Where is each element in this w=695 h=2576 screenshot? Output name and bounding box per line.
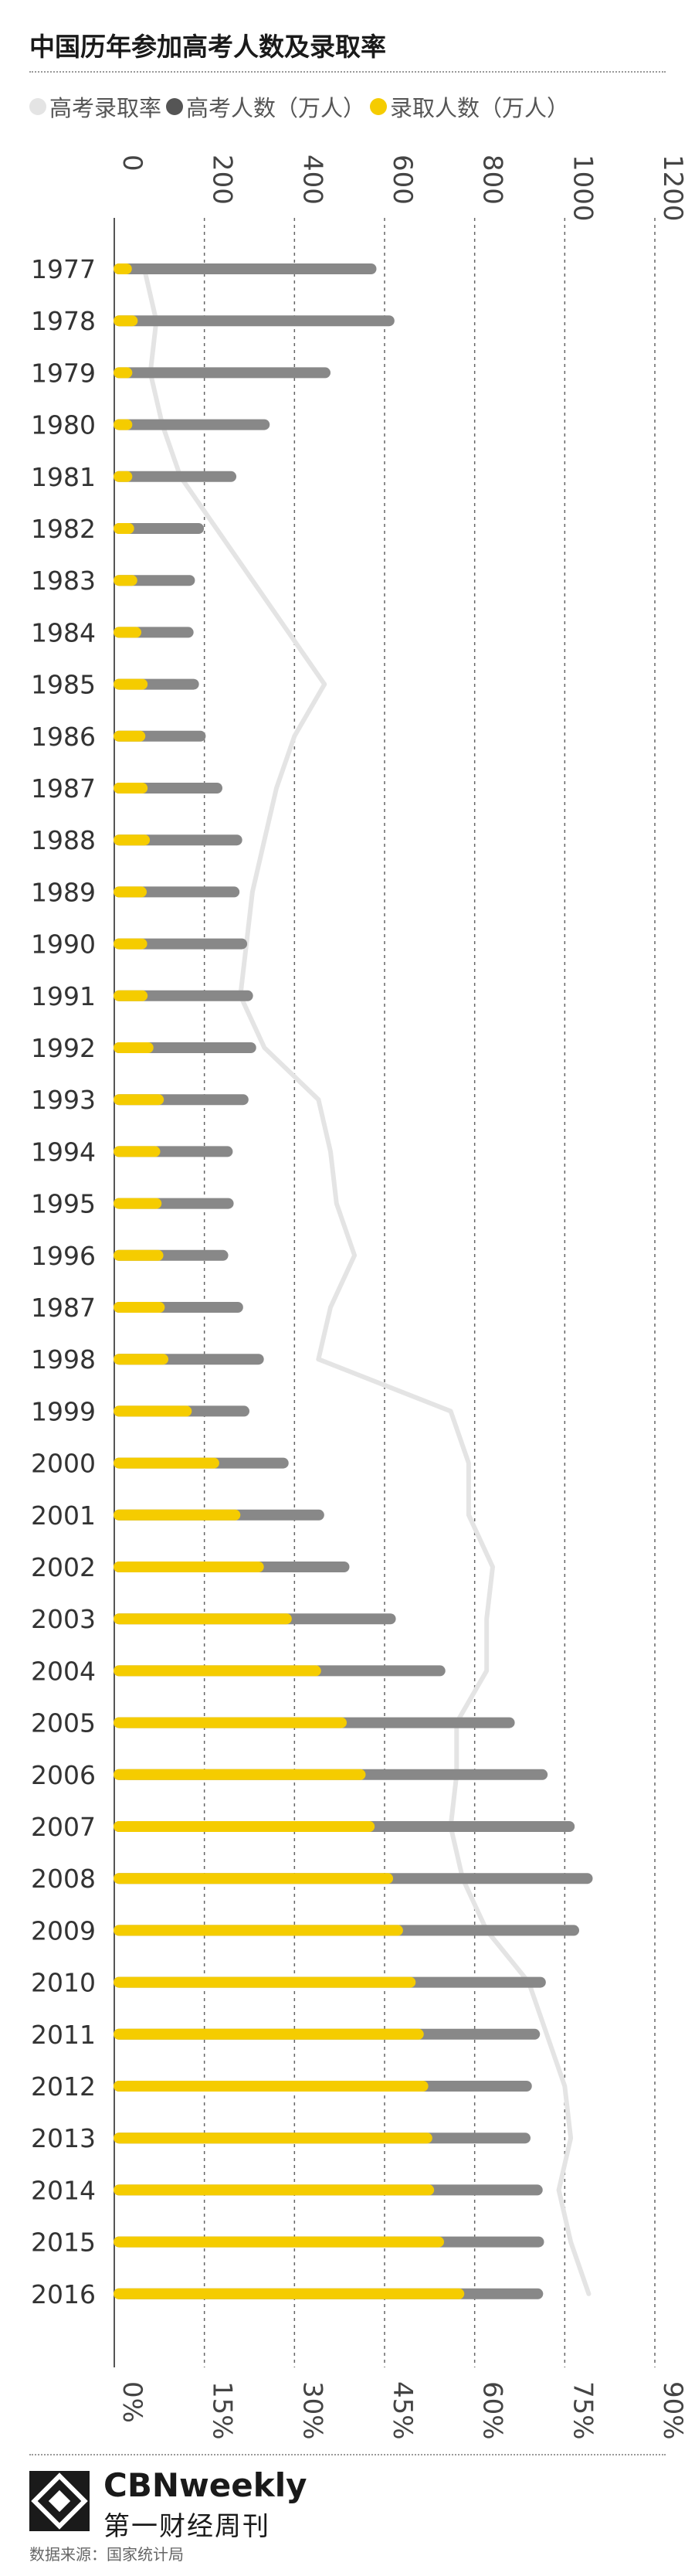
category-label: 1995 xyxy=(31,1189,96,1219)
category-label: 2006 xyxy=(31,1760,96,1790)
category-label: 2012 xyxy=(31,2071,96,2102)
category-label: 2014 xyxy=(31,2175,96,2205)
footer-divider xyxy=(29,2454,666,2455)
legend-item-admitted: 录取人数（万人） xyxy=(370,90,569,123)
legend-admitted-icon xyxy=(370,98,388,115)
category-label: 1992 xyxy=(31,1033,96,1063)
value-axis-tick-label: 0 xyxy=(117,155,147,172)
chart-title: 中国历年参加高考人数及录取率 xyxy=(29,32,386,62)
rate-axis-tick-label: 30% xyxy=(297,2381,327,2440)
category-label: 2008 xyxy=(31,1864,96,1894)
category-label: 1986 xyxy=(31,722,96,752)
category-label: 1999 xyxy=(31,1396,96,1426)
legend-item-rate: 高考录取率 xyxy=(29,90,161,123)
legend-rate-icon xyxy=(29,98,46,115)
category-label: 1988 xyxy=(31,825,96,855)
category-label: 1998 xyxy=(31,1344,96,1375)
category-label: 1983 xyxy=(31,566,96,596)
category-label: 1993 xyxy=(31,1085,96,1115)
value-axis-tick-label: 1000 xyxy=(567,155,598,222)
category-label: 2015 xyxy=(31,2228,96,2258)
value-axis-tick-label: 800 xyxy=(477,155,508,205)
category-label: 2007 xyxy=(31,1812,96,1842)
category-label: 2010 xyxy=(31,1968,96,1998)
category-label: 1996 xyxy=(31,1241,96,1271)
category-label: 1984 xyxy=(31,617,96,647)
value-axis-tick-label: 1200 xyxy=(657,155,688,222)
category-label: 2003 xyxy=(31,1604,96,1634)
category-label: 2009 xyxy=(31,1915,96,1946)
category-label: 1985 xyxy=(31,670,96,700)
rate-axis-tick-label: 15% xyxy=(207,2381,238,2440)
category-label: 1994 xyxy=(31,1137,96,1167)
legend-admitted-label: 录取人数（万人） xyxy=(390,95,570,121)
category-label: 2016 xyxy=(31,2279,96,2309)
rate-axis-tick-label: 0% xyxy=(117,2381,147,2423)
category-label: 2004 xyxy=(31,1656,96,1686)
category-label: 1990 xyxy=(31,929,96,960)
category-label: 1978 xyxy=(31,306,96,336)
value-axis-tick-label: 200 xyxy=(207,155,238,205)
category-label: 1987 xyxy=(31,1293,96,1323)
category-label: 1989 xyxy=(31,877,96,907)
value-axis-tick-label: 600 xyxy=(387,155,418,205)
category-label: 1981 xyxy=(31,462,96,492)
category-label: 2013 xyxy=(31,2123,96,2153)
rate-axis-tick-label: 45% xyxy=(387,2381,418,2440)
rate-line xyxy=(141,267,592,2296)
category-label: 2002 xyxy=(31,1552,96,1582)
title-divider xyxy=(29,71,666,73)
legend: 高考录取率 高考人数（万人） 录取人数（万人） xyxy=(29,90,574,124)
data-source: 数据来源：国家统计局 xyxy=(29,2545,184,2564)
category-label: 1980 xyxy=(31,410,96,440)
rate-axis-tick-label: 75% xyxy=(567,2381,598,2440)
brand-english: CBNweekly xyxy=(103,2466,307,2504)
legend-examinees-icon xyxy=(166,98,184,115)
value-axis-tick-label: 400 xyxy=(297,155,327,205)
category-label: 2001 xyxy=(31,1500,96,1531)
brand-block: CBNweekly 第一财经周刊 xyxy=(29,2466,354,2548)
legend-examinees-label: 高考人数（万人） xyxy=(186,95,366,121)
category-label: 2000 xyxy=(31,1449,96,1479)
legend-item-examinees: 高考人数（万人） xyxy=(166,90,365,123)
rate-axis-tick-label: 90% xyxy=(657,2381,688,2440)
category-label: 1977 xyxy=(31,254,96,284)
category-label: 2011 xyxy=(31,2020,96,2050)
legend-rate-label: 高考录取率 xyxy=(49,95,162,121)
rate-axis-tick-label: 60% xyxy=(477,2381,508,2440)
category-label: 2005 xyxy=(31,1708,96,1738)
category-label: 1991 xyxy=(31,981,96,1011)
cbn-logo-icon xyxy=(29,2471,90,2531)
brand-chinese: 第一财经周刊 xyxy=(103,2511,270,2542)
category-label: 1979 xyxy=(31,358,96,388)
category-label: 1987 xyxy=(31,773,96,804)
category-label: 1982 xyxy=(31,514,96,544)
